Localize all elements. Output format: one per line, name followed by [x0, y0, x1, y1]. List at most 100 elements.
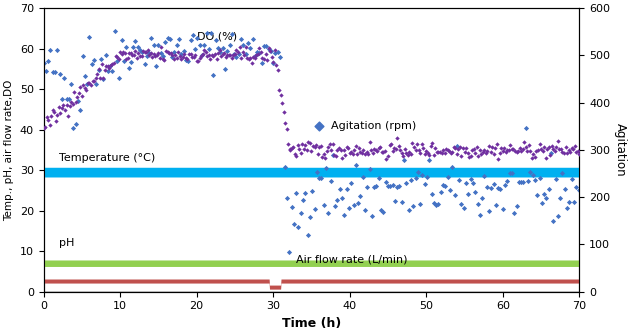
- Point: [525, 169, 535, 175]
- Point: [383, 183, 393, 188]
- Point: [509, 146, 519, 151]
- Point: [135, 53, 145, 59]
- Point: [190, 52, 200, 57]
- Point: [444, 148, 454, 153]
- Point: [43, 58, 53, 64]
- Point: [468, 180, 478, 185]
- Text: DO (%): DO (%): [197, 31, 237, 41]
- Point: [440, 150, 450, 156]
- Point: [236, 37, 246, 42]
- Point: [168, 56, 179, 61]
- Point: [539, 144, 549, 149]
- Point: [250, 53, 260, 58]
- Point: [570, 143, 580, 149]
- Point: [323, 210, 333, 216]
- Point: [243, 41, 253, 46]
- Point: [473, 201, 483, 207]
- Point: [453, 147, 463, 152]
- Point: [495, 187, 505, 192]
- Point: [252, 49, 262, 55]
- Point: [152, 52, 162, 58]
- Y-axis label: Agitation: Agitation: [614, 123, 627, 177]
- Point: [291, 191, 301, 196]
- Point: [507, 146, 517, 152]
- Point: [349, 147, 359, 153]
- Point: [424, 157, 434, 162]
- Point: [394, 183, 404, 188]
- Point: [341, 187, 351, 192]
- Point: [321, 165, 331, 170]
- Point: [507, 171, 517, 176]
- Point: [83, 81, 93, 86]
- Point: [41, 68, 51, 73]
- Point: [469, 146, 479, 152]
- Point: [139, 50, 150, 55]
- Point: [564, 199, 574, 205]
- Point: [362, 149, 372, 155]
- Point: [115, 49, 125, 55]
- Point: [52, 113, 62, 118]
- Point: [59, 75, 69, 81]
- Point: [282, 195, 292, 200]
- Point: [334, 146, 344, 151]
- Point: [207, 53, 217, 58]
- Point: [437, 150, 447, 156]
- Point: [273, 49, 283, 55]
- Point: [397, 199, 407, 205]
- Point: [210, 51, 220, 57]
- Point: [484, 208, 494, 213]
- Point: [98, 77, 109, 82]
- Point: [233, 49, 243, 54]
- Point: [501, 150, 511, 155]
- Point: [411, 175, 421, 180]
- Point: [360, 151, 370, 156]
- Point: [165, 36, 175, 42]
- Point: [456, 201, 466, 207]
- Point: [208, 72, 218, 78]
- Point: [75, 107, 85, 112]
- Point: [374, 145, 384, 150]
- Point: [403, 153, 413, 158]
- Point: [544, 186, 554, 192]
- Point: [89, 78, 99, 84]
- Point: [215, 47, 225, 52]
- Point: [109, 60, 119, 66]
- Point: [254, 46, 264, 51]
- Point: [158, 53, 168, 58]
- Point: [512, 203, 522, 208]
- Point: [330, 204, 340, 209]
- Point: [286, 145, 297, 151]
- Point: [447, 149, 457, 155]
- Point: [380, 148, 390, 154]
- Point: [319, 152, 329, 157]
- Point: [475, 147, 485, 153]
- Point: [493, 185, 504, 190]
- Point: [259, 43, 269, 48]
- Point: [261, 43, 271, 49]
- Point: [42, 114, 52, 120]
- Point: [71, 99, 81, 105]
- Point: [459, 150, 469, 155]
- Point: [555, 147, 565, 152]
- Point: [354, 145, 364, 151]
- Point: [413, 147, 423, 152]
- Point: [551, 145, 562, 150]
- Point: [118, 50, 128, 55]
- Point: [470, 151, 480, 156]
- Point: [442, 174, 452, 180]
- Point: [264, 46, 274, 51]
- Point: [225, 52, 235, 58]
- Point: [510, 149, 520, 154]
- Point: [93, 66, 103, 72]
- Point: [213, 51, 223, 56]
- Point: [204, 46, 214, 52]
- Point: [512, 149, 522, 154]
- Point: [54, 105, 64, 110]
- Point: [124, 66, 134, 71]
- Point: [538, 148, 548, 153]
- Point: [253, 51, 263, 57]
- Point: [300, 190, 310, 196]
- Point: [254, 50, 264, 55]
- Point: [473, 153, 483, 159]
- Point: [208, 54, 218, 59]
